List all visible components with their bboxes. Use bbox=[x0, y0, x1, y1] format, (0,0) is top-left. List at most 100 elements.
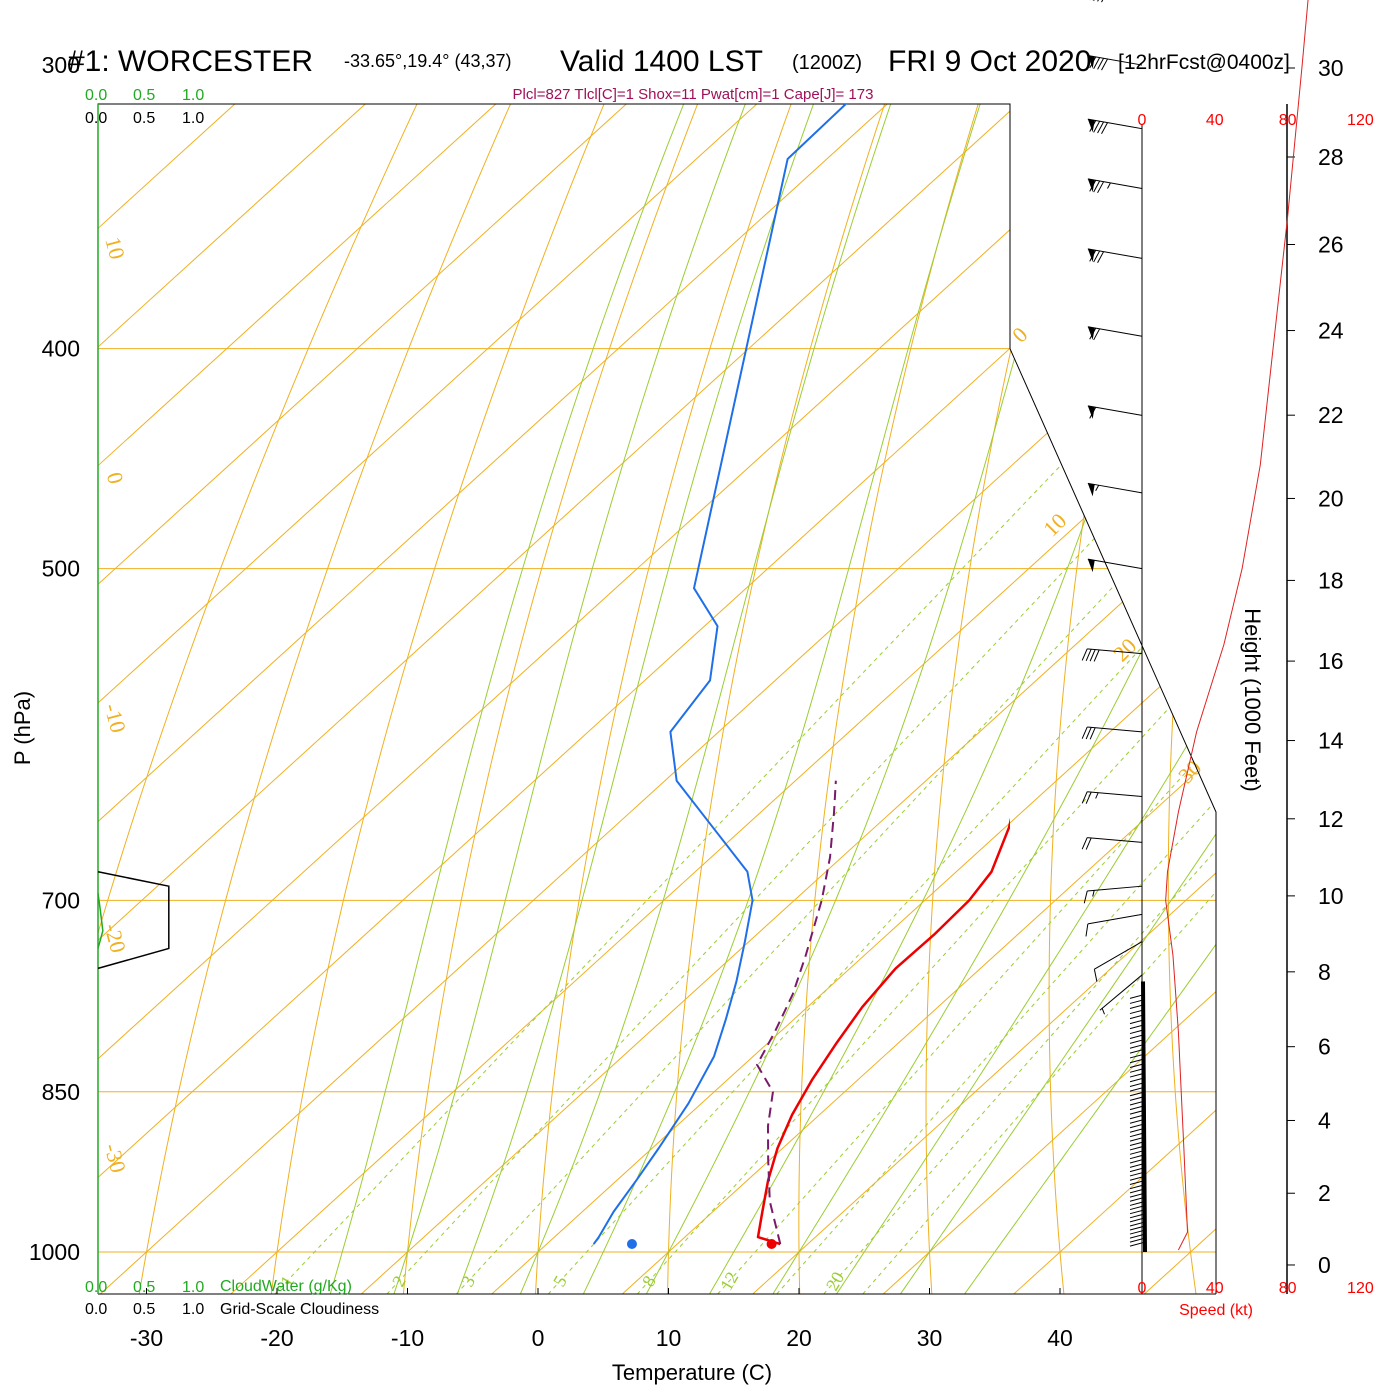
low-level-barb-stack bbox=[1141, 981, 1147, 1253]
cloudwater-tick-bottom-1: 0.5 bbox=[133, 1279, 155, 1296]
plot-frame bbox=[97, 103, 1217, 1294]
wind-barb-flag bbox=[1089, 727, 1096, 740]
low-level-barb bbox=[1129, 1229, 1146, 1235]
forecast-date: FRI 9 Oct 2020 bbox=[888, 45, 1091, 78]
isotherm-30 bbox=[876, 104, 1216, 1294]
low-level-barb bbox=[1129, 1225, 1146, 1231]
isotherm--50 bbox=[98, 104, 1216, 1294]
wind-barb-flag bbox=[1085, 648, 1092, 661]
height-axis-title: Height (1000 Feet) bbox=[1240, 608, 1265, 791]
isotherm-label: -30 bbox=[99, 1141, 131, 1176]
height-tick-label: 14 bbox=[1318, 728, 1344, 754]
wind-barb-pennant bbox=[1087, 178, 1095, 192]
wind-barb-flag bbox=[1081, 726, 1088, 739]
cloudiness-label: Grid-Scale Cloudiness bbox=[220, 1301, 379, 1318]
isotherm--60 bbox=[98, 104, 1216, 1294]
speed-tick-label-top: 40 bbox=[1206, 112, 1224, 129]
sounding-lines bbox=[592, 104, 1010, 1246]
pressure-tick-label: 500 bbox=[42, 556, 80, 582]
wind-barb-half bbox=[1095, 792, 1099, 799]
mixing-ratio-5 bbox=[542, 348, 1216, 1294]
isotherm-20 bbox=[745, 104, 1216, 1294]
height-tick-label: 8 bbox=[1318, 959, 1331, 985]
low-level-barb bbox=[1129, 1233, 1146, 1239]
station-coords: -33.65°,19.4° (43,37) bbox=[344, 51, 512, 71]
low-level-barb bbox=[1129, 1221, 1146, 1227]
cloudiness-tick-top-2: 1.0 bbox=[182, 110, 204, 127]
isotherm-0 bbox=[484, 104, 1216, 1294]
wind-barb-flag bbox=[1089, 649, 1096, 662]
cloudiness-tick-top-0: 0.0 bbox=[85, 110, 107, 127]
wind-speed-profile bbox=[1165, 0, 1309, 1251]
mixing-ratio-8 bbox=[631, 348, 1216, 1294]
wind-barb-staff bbox=[1087, 558, 1143, 570]
wind-barb bbox=[1099, 974, 1143, 1015]
wind-barb bbox=[1081, 648, 1143, 662]
wind-barb-flag bbox=[1089, 250, 1097, 262]
wind-barb-flag bbox=[1083, 890, 1088, 904]
speed-tick-label-bottom: 80 bbox=[1279, 1280, 1297, 1297]
wind-barb-pennant bbox=[1087, 119, 1095, 133]
wind-barb-flag bbox=[1081, 791, 1088, 804]
dry-adiabat-20 bbox=[798, 104, 1051, 1294]
height-tick-label: 28 bbox=[1318, 144, 1344, 170]
isotherm-label: -20 bbox=[99, 921, 131, 956]
wind-barb-half bbox=[1107, 182, 1111, 189]
cloudiness-tick-bottom-2: 1.0 bbox=[182, 1301, 204, 1318]
wind-barb-pennant bbox=[1087, 559, 1095, 573]
wind-barb-half bbox=[1092, 890, 1095, 897]
wind-barb bbox=[1093, 941, 1143, 982]
height-tick-label: 2 bbox=[1318, 1180, 1331, 1206]
low-level-barb bbox=[1129, 1237, 1146, 1243]
speed-tick-label-top: 80 bbox=[1279, 112, 1297, 129]
wind-barb-staff bbox=[1099, 974, 1143, 1011]
valid-time: Valid 1400 LST bbox=[560, 45, 763, 78]
forecast-info: [12hrFcst@0400z] bbox=[1118, 51, 1290, 74]
speed-tick-label-bottom: 0 bbox=[1138, 1280, 1147, 1297]
pressure-tick-label: 400 bbox=[42, 336, 80, 362]
moist-adiabat-35 bbox=[959, 104, 1216, 1294]
profile-dewpoint bbox=[592, 104, 848, 1245]
height-tick-label: 18 bbox=[1318, 567, 1344, 593]
wind-barb-flag bbox=[1093, 250, 1101, 263]
surface-dewpoint-dot bbox=[626, 1239, 637, 1249]
height-tick-label: 6 bbox=[1318, 1034, 1331, 1060]
wind-barb bbox=[1081, 726, 1143, 740]
wind-barb-flag bbox=[1101, 0, 1104, 3]
profile-temperature bbox=[756, 817, 1010, 1246]
mixing-ratio-label: 12 bbox=[716, 1268, 742, 1294]
speed-tick-label-top: 120 bbox=[1347, 112, 1374, 129]
wind-barb-half bbox=[1101, 1008, 1105, 1015]
isotherm-label: 10 bbox=[1038, 508, 1071, 541]
wind-barb bbox=[1087, 118, 1143, 134]
low-level-barb bbox=[1129, 1241, 1146, 1247]
isotherm-10 bbox=[615, 104, 1216, 1294]
wind-barb bbox=[1081, 791, 1143, 804]
moist-adiabat-0 bbox=[517, 104, 971, 1294]
wind-barb-flag bbox=[1101, 122, 1108, 134]
isotherm--120 bbox=[98, 104, 476, 1294]
wind-barb-flag bbox=[1081, 837, 1088, 850]
cloudiness-tick-top-1: 0.5 bbox=[133, 110, 155, 127]
wind-barb-flag bbox=[1097, 251, 1105, 263]
wind-barbs bbox=[1081, 0, 1147, 1253]
cloudwater-tick-top-2: 1.0 bbox=[182, 87, 204, 104]
moist-adiabat--15 bbox=[328, 104, 776, 1294]
cloudiness-tick-bottom-0: 0.0 bbox=[85, 1301, 107, 1318]
temperature-tick-label: 0 bbox=[532, 1325, 545, 1351]
mixing-ratio-12 bbox=[711, 348, 1216, 1294]
cloudwater-profile bbox=[97, 893, 104, 949]
profile-parcel bbox=[756, 780, 837, 1245]
temperature-tick-label: -30 bbox=[130, 1325, 163, 1351]
wind-barb-pennant bbox=[1087, 248, 1095, 262]
height-tick-label: 12 bbox=[1318, 806, 1344, 832]
mixing-ratio-20 bbox=[818, 348, 1216, 1294]
wind-barb-staff bbox=[1087, 405, 1143, 416]
wind-barb-flag bbox=[1093, 969, 1098, 982]
height-tick-label: 10 bbox=[1318, 883, 1344, 909]
dry-adiabat--30 bbox=[137, 104, 612, 1294]
height-tick-label: 0 bbox=[1318, 1252, 1331, 1278]
pressure-tick-label: 850 bbox=[42, 1079, 80, 1105]
cloudiness-profile bbox=[97, 871, 170, 970]
isotherm-label: 0 bbox=[102, 470, 129, 487]
